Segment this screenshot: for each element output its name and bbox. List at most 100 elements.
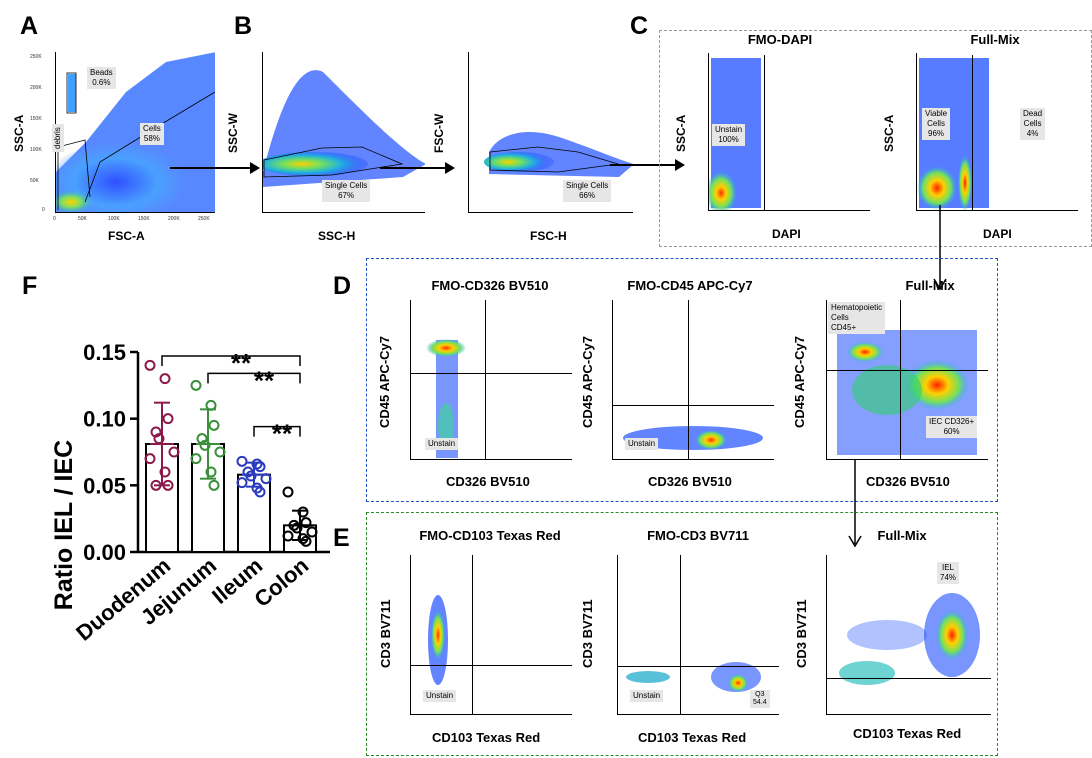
y-axis-label-a: SSC-A [12,114,26,152]
panel-label-e: E [333,524,350,552]
x-category-label: Colon [249,553,313,612]
y-tick-label: 0.00 [83,540,126,565]
density-plot-b2 [484,132,633,177]
bar-chart-f: Ratio IEL / IEC 0.150.100.050.00Duodenum… [50,340,330,646]
tick: 200K [30,85,42,91]
data-point [297,533,309,545]
title-c1: FMO-DAPI [747,32,813,47]
flow-plot-d3 [826,300,988,460]
gate-hline-d1 [410,373,572,374]
density-plot-b1 [263,70,425,187]
tick: 150K [138,216,150,222]
data-point [254,461,266,473]
significance-label: ** [272,419,293,449]
density-plot-a [56,52,215,212]
gate-hline-d3 [826,370,988,371]
significance-bracket [207,372,301,384]
x-axis-label-b1: SSC-H [318,229,356,243]
y-axis-label-e1: CD3 BV711 [378,599,393,668]
data-point [300,517,312,529]
title-d3: Full-Mix [905,278,955,293]
y-axis-label-e3: CD3 BV711 [794,599,809,668]
data-point [153,433,165,445]
gate-hline-e3 [826,678,991,679]
data-point [150,479,162,491]
title-e1: FMO-CD103 Texas Red [419,528,561,543]
flow-plot-d2 [612,300,774,460]
gate-label-q3: Q3 54.4 [750,690,770,708]
y-tick-label: 0.15 [83,340,126,365]
panel-label-c: C [630,12,649,40]
data-point [190,453,202,465]
tick: 250K [198,216,210,222]
y-tick-label: 0.10 [83,407,126,432]
y-axis-label-f: Ratio IEL / IEC [50,440,78,610]
arrow-a-to-b [170,162,260,174]
y-axis-label-b2: FSC-W [432,113,446,153]
data-point [254,486,266,498]
significance-bracket [253,425,301,437]
data-point [300,535,312,547]
data-point [162,479,174,491]
data-point [260,473,272,485]
gate-label-iel: IEL 74% [937,562,960,584]
x-axis-label-d2: CD326 BV510 [648,474,732,489]
flow-plot-e1 [410,555,572,715]
gate-vline-e2 [680,555,681,715]
flow-plot-b1 [262,52,425,213]
gate-label-dead: Dead Cells 4% [1020,108,1046,140]
density-plot-e1 [428,595,448,685]
gate-line-c1 [764,55,765,210]
x-axis-label-c1: DAPI [772,227,801,241]
density-plot-e3 [839,593,980,685]
arrow-d-to-e [848,460,862,548]
flow-plot-e2 [617,555,779,715]
gate-label-iec: IEC CD326+ 60% [926,416,978,438]
gate-vline-d1 [485,300,486,460]
title-e3: Full-Mix [877,528,927,543]
y-axis-label-e2: CD3 BV711 [580,599,595,668]
gate-hline-e2 [617,666,779,667]
gate-label-beads: Beads 0.6% [87,67,116,89]
data-point [144,359,156,371]
tick: 0 [53,216,56,222]
tick: 100K [108,216,120,222]
data-point [214,446,226,458]
y-axis-label-d3: CD45 APC-Cy7 [792,336,807,428]
title-d2: FMO-CD45 APC-Cy7 [627,278,753,293]
gate-label-hematopoietic: Hematopoietic Cells CD45+ [828,302,886,334]
gate-label-viable: Viable Cells 96% [922,108,951,140]
gate-vline-d2 [688,300,689,460]
panel-label-a: A [20,12,39,40]
x-axis-label-a: FSC-A [108,229,145,243]
panel-label-d: D [333,272,352,300]
density-plot-d2 [623,426,763,450]
gate-line-c2 [972,55,973,210]
panel-label-b: B [234,12,253,40]
y-axis-label-c1: SSC-A [674,114,688,152]
significance-label: ** [231,348,252,378]
tick: 50K [30,178,39,184]
y-axis-label-c2: SSC-A [882,114,896,152]
arrow-b1-to-b2 [380,162,455,174]
x-axis-label-e3: CD103 Texas Red [853,726,962,741]
density-plot-d3 [837,330,977,455]
gate-hline-e1 [410,665,572,666]
title-c2: Full-Mix [970,32,1020,47]
density-plot-d1 [426,339,466,458]
y-axis-label-d2: CD45 APC-Cy7 [580,336,595,428]
flow-plot-a [55,52,215,213]
flow-plot-b2 [468,52,633,213]
gate-label-unstain-d1: Unstain [425,438,459,450]
data-point [297,506,309,518]
data-point [199,439,211,451]
arrow-c-to-d [933,205,947,291]
tick: 100K [30,147,42,153]
data-point [190,379,202,391]
gate-label-cells: Cells 58% [140,123,164,145]
tick: 150K [30,116,42,122]
data-point [205,399,217,411]
density-plot-e2 [626,662,761,692]
panel-e-frame [366,512,998,756]
gate-label-single-b2: Single Cells 66% [563,180,612,202]
